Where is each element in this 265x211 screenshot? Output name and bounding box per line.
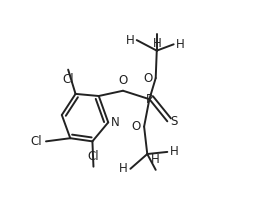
Text: Cl: Cl: [88, 150, 99, 163]
Text: O: O: [118, 74, 128, 87]
Text: H: H: [151, 153, 160, 166]
Text: H: H: [119, 162, 128, 175]
Text: S: S: [171, 115, 178, 128]
Text: O: O: [143, 72, 152, 85]
Text: Cl: Cl: [62, 73, 74, 87]
Text: O: O: [131, 120, 141, 133]
Text: H: H: [125, 34, 134, 47]
Text: P: P: [146, 93, 153, 106]
Text: H: H: [152, 37, 161, 50]
Text: Cl: Cl: [30, 135, 42, 148]
Text: N: N: [111, 116, 120, 129]
Text: H: H: [170, 145, 179, 158]
Text: H: H: [176, 38, 185, 51]
